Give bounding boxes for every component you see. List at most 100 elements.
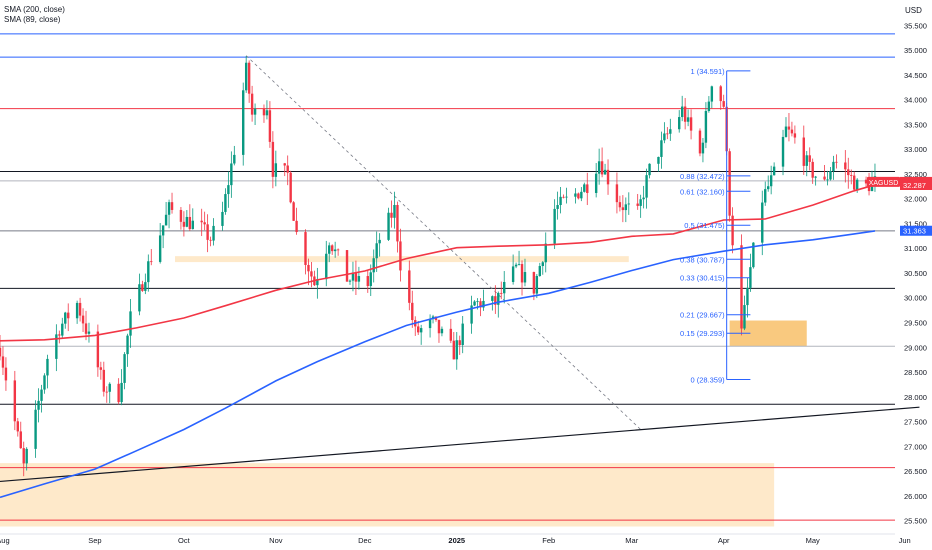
candle-163 bbox=[678, 110, 681, 133]
candle-body bbox=[698, 130, 702, 154]
candle-body bbox=[247, 62, 251, 94]
candle-body bbox=[517, 264, 521, 265]
candle-body bbox=[648, 163, 651, 176]
y-tick-18: 34.500 bbox=[904, 71, 927, 80]
candle-59 bbox=[244, 56, 248, 93]
candle-body bbox=[784, 126, 788, 137]
candle-body bbox=[206, 224, 209, 240]
candle-body bbox=[292, 202, 295, 221]
candle-164 bbox=[680, 95, 684, 122]
price-badge-1: 32.287 bbox=[900, 179, 932, 190]
price-badge-text: 32.287 bbox=[903, 181, 926, 190]
candle-body bbox=[417, 326, 420, 333]
candle-93 bbox=[387, 207, 390, 241]
candle-11 bbox=[43, 373, 46, 394]
fib-label-6: 0.21 (29.667) bbox=[680, 311, 725, 320]
candle-body bbox=[378, 239, 381, 244]
candle-134 bbox=[556, 191, 559, 220]
candle-body bbox=[390, 212, 393, 218]
candle-body bbox=[642, 197, 645, 200]
candle-51 bbox=[209, 236, 212, 247]
candle-192 bbox=[793, 125, 797, 144]
candles-layer bbox=[0, 56, 877, 477]
candle-150 bbox=[621, 195, 625, 223]
candle-140 bbox=[580, 187, 583, 202]
candle-108 bbox=[449, 319, 453, 344]
candle-48 bbox=[200, 208, 203, 237]
y-tick-2: 26.500 bbox=[904, 467, 927, 476]
candle-49 bbox=[203, 211, 206, 231]
candle-body bbox=[233, 154, 236, 164]
candle-191 bbox=[790, 121, 794, 137]
candle-body bbox=[624, 204, 628, 211]
candle-body bbox=[853, 175, 856, 190]
candle-144 bbox=[597, 148, 601, 185]
candle-body bbox=[707, 101, 711, 112]
candle-body bbox=[271, 141, 275, 177]
candle-202 bbox=[835, 154, 838, 169]
candle-122 bbox=[503, 271, 506, 304]
candle-body bbox=[55, 334, 58, 359]
candle-33 bbox=[138, 273, 141, 316]
x-tick-8: Apr bbox=[718, 536, 730, 545]
price-badge-2: 31.363 bbox=[900, 225, 932, 236]
candle-186 bbox=[769, 165, 773, 195]
candle-body bbox=[78, 302, 82, 316]
candle-body bbox=[503, 281, 506, 294]
candle-12 bbox=[46, 354, 49, 389]
candle-body bbox=[369, 272, 372, 287]
x-tick-0: Aug bbox=[0, 536, 10, 545]
candle-74 bbox=[307, 258, 310, 286]
candle-139 bbox=[577, 192, 580, 200]
fib-label-7: 0.15 (29.293) bbox=[680, 329, 725, 338]
candle-83 bbox=[345, 250, 349, 282]
candle-87 bbox=[357, 266, 361, 290]
candle-body bbox=[351, 272, 355, 281]
candle-body bbox=[606, 169, 610, 185]
candle-body bbox=[393, 204, 396, 218]
candle-body bbox=[520, 264, 524, 283]
candle-body bbox=[262, 108, 266, 116]
candle-10 bbox=[40, 384, 43, 413]
candle-body bbox=[802, 137, 805, 166]
candle-121 bbox=[500, 281, 503, 300]
candle-138 bbox=[574, 188, 577, 204]
candle-body bbox=[212, 225, 215, 241]
candle-72 bbox=[295, 207, 298, 235]
candle-103 bbox=[428, 314, 432, 338]
candle-body bbox=[333, 249, 337, 252]
candle-body bbox=[639, 199, 642, 206]
candle-body bbox=[336, 249, 340, 251]
candle-body bbox=[161, 225, 165, 236]
candle-123 bbox=[511, 254, 515, 285]
candle-body bbox=[250, 93, 254, 115]
candle-106 bbox=[437, 319, 441, 343]
candle-body bbox=[689, 117, 693, 131]
candle-body bbox=[538, 266, 542, 276]
candle-body bbox=[710, 86, 714, 102]
candle-body bbox=[289, 172, 292, 203]
candle-86 bbox=[354, 260, 358, 295]
candle-131 bbox=[541, 260, 544, 275]
candle-body bbox=[117, 383, 120, 403]
legend-sma-200[interactable]: SMA (200, close) bbox=[4, 5, 65, 14]
candle-196 bbox=[811, 158, 814, 184]
candle-body bbox=[286, 165, 289, 173]
candle-19 bbox=[78, 297, 82, 322]
candle-18 bbox=[75, 300, 79, 324]
candle-body bbox=[835, 161, 838, 163]
candle-body bbox=[627, 203, 630, 205]
axes-layer: 25.500 26.000 26.500 27.000 27.500 28.000 28.5… bbox=[0, 21, 927, 545]
candle-body bbox=[680, 106, 684, 118]
candle-body bbox=[790, 129, 794, 134]
candle-71 bbox=[292, 201, 295, 221]
legend-sma-89[interactable]: SMA (89, close) bbox=[4, 15, 61, 24]
candle-80 bbox=[330, 244, 334, 255]
candle-body bbox=[150, 261, 153, 263]
candle-26 bbox=[105, 386, 108, 403]
candle-92 bbox=[378, 233, 381, 257]
y-tick-7: 29.000 bbox=[904, 343, 927, 352]
candle-169 bbox=[701, 138, 705, 163]
candle-157 bbox=[648, 163, 651, 179]
